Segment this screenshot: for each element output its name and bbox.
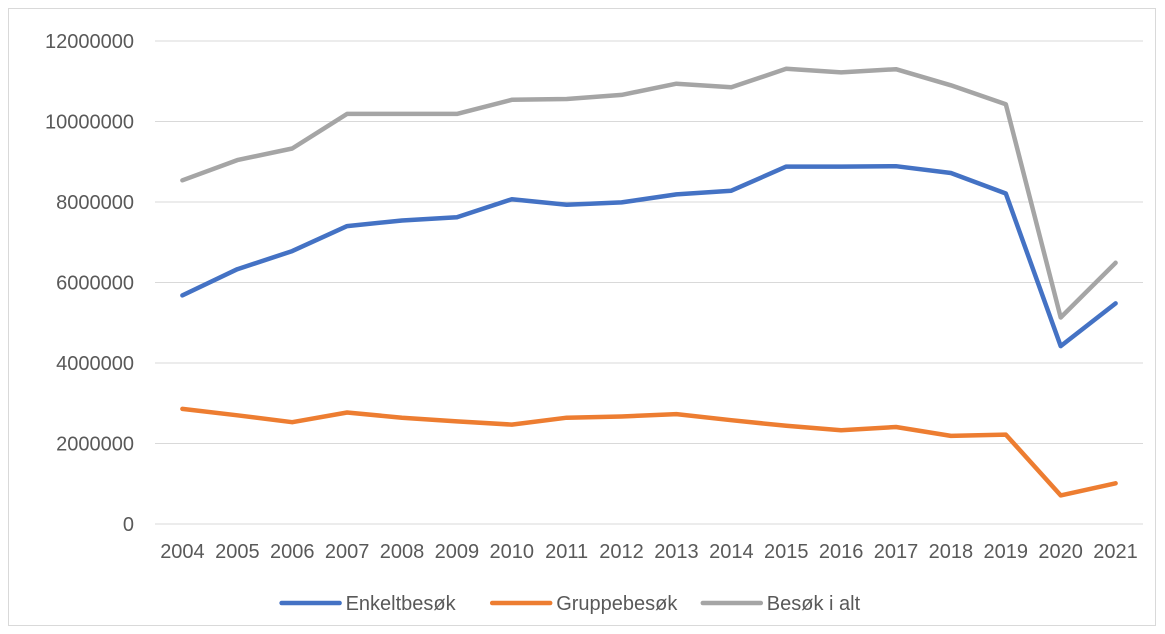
chart-frame: [8, 8, 1156, 626]
x-tick-label: 2007: [325, 541, 370, 563]
y-tick-label: 0: [123, 514, 134, 536]
x-tick-label: 2010: [490, 541, 535, 563]
x-tick-label: 2014: [709, 541, 754, 563]
y-tick-label: 8000000: [56, 192, 134, 214]
x-tick-label: 2005: [215, 541, 260, 563]
x-tick-label: 2019: [984, 541, 1029, 563]
y-tick-label: 2000000: [56, 434, 134, 456]
x-tick-label: 2009: [435, 541, 480, 563]
x-tick-label: 2015: [764, 541, 809, 563]
x-tick-label: 2012: [599, 541, 644, 563]
legend-label: Gruppebesøk: [556, 593, 678, 615]
legend-label: Enkeltbesøk: [346, 593, 457, 615]
series-line-bes-k-i-alt: [180, 66, 1118, 320]
series-line-gruppebes-k: [180, 406, 1118, 498]
y-tick-label: 6000000: [56, 273, 134, 295]
x-tick-label: 2008: [380, 541, 425, 563]
x-tick-label: 2018: [929, 541, 974, 563]
y-tick-label: 4000000: [56, 353, 134, 375]
series-line-enkeltbes-k: [180, 163, 1118, 349]
legend-label: Besøk i alt: [767, 593, 861, 615]
x-tick-label: 2020: [1038, 541, 1083, 563]
x-tick-label: 2017: [874, 541, 919, 563]
x-tick-label: 2011: [545, 541, 588, 563]
y-tick-label: 10000000: [45, 112, 134, 134]
x-tick-label: 2006: [270, 541, 315, 563]
y-tick-label: 12000000: [45, 31, 134, 53]
x-tick-label: 2016: [819, 541, 864, 563]
x-tick-label: 2021: [1093, 541, 1138, 563]
x-tick-label: 2013: [654, 541, 699, 563]
x-tick-label: 2004: [160, 541, 205, 563]
